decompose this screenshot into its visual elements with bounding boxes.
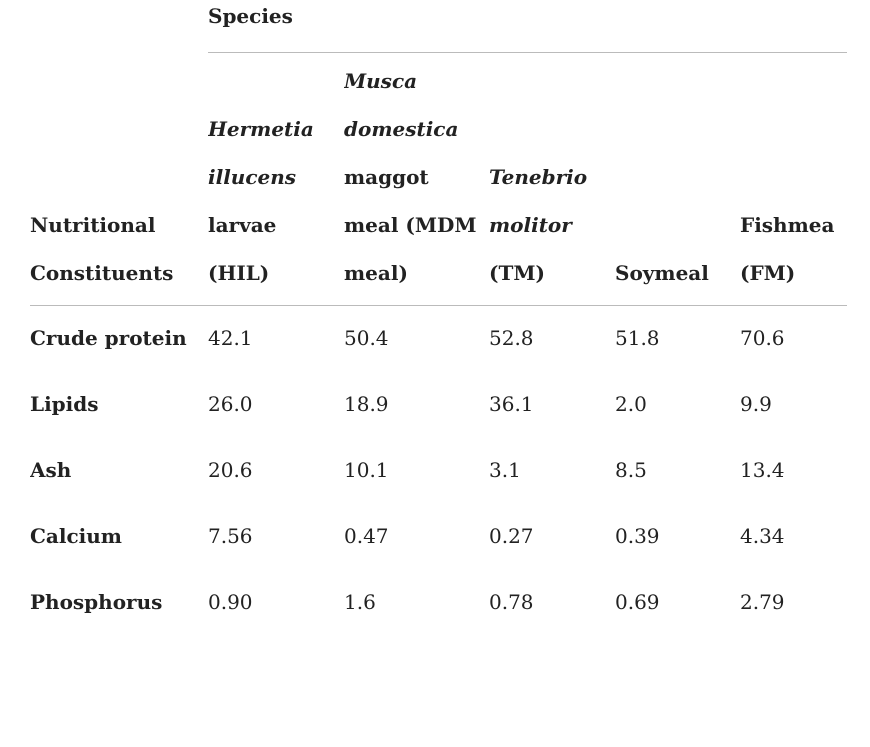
table-body: Crude protein 42.1 50.4 52.8 51.8 70.6 Lipids 2… bbox=[30, 306, 847, 637]
column-header: Fishmea (FM) bbox=[740, 52, 848, 306]
row-label: Calcium bbox=[30, 524, 122, 548]
group-header: Species bbox=[208, 0, 848, 53]
cell-value: 0.90 bbox=[208, 590, 253, 614]
cell-value: 20.6 bbox=[208, 458, 253, 482]
column-header-italic: Musca domestica bbox=[344, 69, 459, 141]
column-header: Nutritional Constituents bbox=[30, 52, 208, 306]
row-label: Ash bbox=[30, 458, 72, 482]
cell-value: 8.5 bbox=[615, 458, 647, 482]
empty-cell bbox=[30, 0, 208, 53]
column-header-text: maggot meal (MDM meal) bbox=[344, 165, 477, 285]
cell-value: 51.8 bbox=[615, 326, 660, 350]
cell-value: 26.0 bbox=[208, 392, 253, 416]
group-header-row: Species bbox=[30, 0, 848, 53]
table-row: Ash 20.6 10.1 3.1 8.5 13.4 bbox=[30, 438, 847, 504]
cell-value: 7.56 bbox=[208, 524, 253, 548]
column-header-italic: Hermetia illucens bbox=[208, 117, 314, 189]
column-header: Tenebrio molitor (TM) bbox=[489, 52, 615, 306]
row-label: Lipids bbox=[30, 392, 99, 416]
cell-value: 3.1 bbox=[489, 458, 521, 482]
cell-value: 0.39 bbox=[615, 524, 660, 548]
cell-value: 0.47 bbox=[344, 524, 389, 548]
column-header-text: Fishmea (FM) bbox=[740, 213, 835, 285]
column-header: Musca domestica maggot meal (MDM meal) bbox=[344, 52, 489, 306]
cell-value: 1.6 bbox=[344, 590, 376, 614]
column-header: Soymeal bbox=[615, 52, 740, 306]
column-header-text: Soymeal bbox=[615, 261, 709, 285]
column-header-text: (TM) bbox=[489, 261, 545, 285]
column-header-text: larvae (HIL) bbox=[208, 213, 277, 285]
row-label: Crude protein bbox=[30, 326, 187, 350]
cell-value: 50.4 bbox=[344, 326, 389, 350]
cell-value: 0.27 bbox=[489, 524, 534, 548]
column-header-row: Nutritional Constituents Hermetia illucen… bbox=[30, 52, 848, 306]
column-header-italic: Tenebrio molitor bbox=[489, 165, 588, 237]
cell-value: 2.79 bbox=[740, 590, 785, 614]
cell-value: 9.9 bbox=[740, 392, 772, 416]
cell-value: 70.6 bbox=[740, 326, 785, 350]
cell-value: 36.1 bbox=[489, 392, 534, 416]
cell-value: 4.34 bbox=[740, 524, 785, 548]
table-row: Crude protein 42.1 50.4 52.8 51.8 70.6 bbox=[30, 306, 847, 373]
cell-value: 2.0 bbox=[615, 392, 647, 416]
table-row: Lipids 26.0 18.9 36.1 2.0 9.9 bbox=[30, 372, 847, 438]
column-header: Hermetia illucens larvae (HIL) bbox=[208, 52, 344, 306]
table-row: Phosphorus 0.90 1.6 0.78 0.69 2.79 bbox=[30, 570, 847, 636]
cell-value: 0.69 bbox=[615, 590, 660, 614]
cell-value: 18.9 bbox=[344, 392, 389, 416]
cell-value: 10.1 bbox=[344, 458, 389, 482]
column-header-text: Nutritional Constituents bbox=[30, 213, 174, 285]
nutrition-table: Species Nutritional Constituents Hermetia… bbox=[30, 0, 848, 637]
cell-value: 13.4 bbox=[740, 458, 785, 482]
row-label: Phosphorus bbox=[30, 590, 163, 614]
table-row: Calcium 7.56 0.47 0.27 0.39 4.34 bbox=[30, 504, 847, 570]
cell-value: 42.1 bbox=[208, 326, 253, 350]
cell-value: 0.78 bbox=[489, 590, 534, 614]
cell-value: 52.8 bbox=[489, 326, 534, 350]
